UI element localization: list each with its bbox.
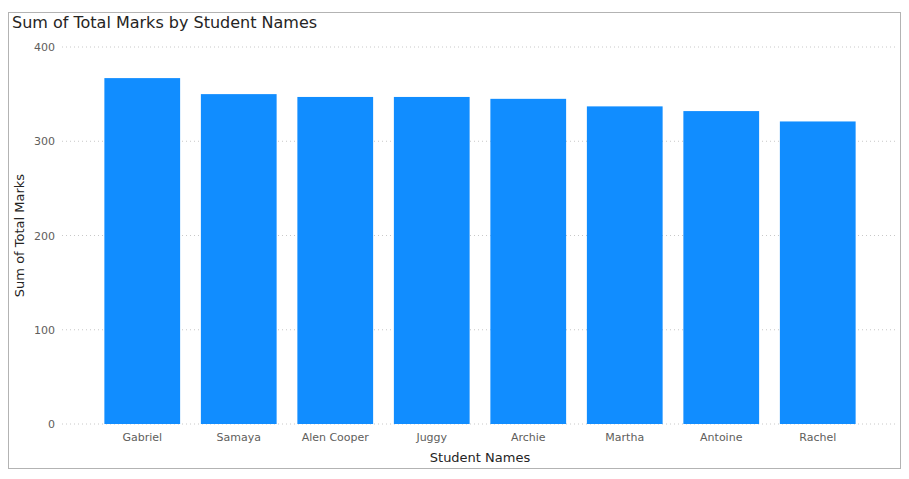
x-tick-label: Gabriel — [122, 431, 162, 444]
grid-line — [62, 424, 895, 425]
bar — [297, 97, 373, 424]
bar — [587, 106, 663, 424]
x-tick-label: Rachel — [799, 431, 836, 444]
x-tick-label: Alen Cooper — [302, 431, 370, 444]
visual-frame — [9, 13, 901, 469]
grid-line — [62, 141, 895, 142]
x-tick-label: Archie — [511, 431, 546, 444]
grid-line — [62, 329, 895, 330]
bar — [490, 99, 566, 424]
y-tick-label: 200 — [34, 230, 55, 243]
grid-line — [62, 235, 895, 236]
y-tick-label: 300 — [34, 135, 55, 148]
bar — [780, 121, 856, 424]
y-tick-label: 400 — [34, 41, 55, 54]
y-axis-title: Sum of Total Marks — [12, 174, 27, 297]
bar — [104, 78, 180, 424]
bars — [104, 78, 855, 424]
chart-canvas: Sum of Total Marks by Student Names 0 100 2… — [0, 0, 909, 479]
y-tick-label: 0 — [48, 418, 55, 431]
bar — [201, 94, 277, 424]
chart-title: Sum of Total Marks by Student Names — [12, 13, 317, 32]
x-tick-label: Samaya — [217, 431, 261, 444]
x-tick-label: Martha — [605, 431, 644, 444]
x-tick-label: Juggy — [415, 431, 447, 444]
x-axis-title: Student Names — [430, 450, 531, 465]
bar — [683, 111, 759, 424]
bar — [394, 97, 470, 424]
grid-line — [62, 47, 895, 48]
x-tick-label: Antoine — [700, 431, 743, 444]
y-tick-label: 100 — [34, 324, 55, 337]
